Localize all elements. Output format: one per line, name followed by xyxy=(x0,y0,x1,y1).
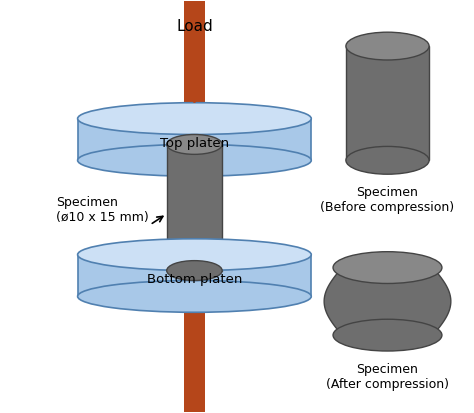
Ellipse shape xyxy=(167,135,222,154)
Text: Specimen
(ø10 x 15 mm): Specimen (ø10 x 15 mm) xyxy=(56,196,148,224)
Text: Top platen: Top platen xyxy=(160,137,229,150)
Text: Specimen
(Before compression): Specimen (Before compression) xyxy=(320,186,455,214)
Polygon shape xyxy=(78,255,311,297)
Polygon shape xyxy=(183,1,205,412)
Text: Bottom platen: Bottom platen xyxy=(147,273,242,286)
Ellipse shape xyxy=(333,252,442,283)
Ellipse shape xyxy=(78,145,311,176)
Polygon shape xyxy=(78,119,311,160)
Ellipse shape xyxy=(346,32,429,60)
Ellipse shape xyxy=(346,146,429,174)
Polygon shape xyxy=(324,268,451,335)
Polygon shape xyxy=(167,145,222,271)
Ellipse shape xyxy=(78,103,311,135)
Ellipse shape xyxy=(78,280,311,312)
Polygon shape xyxy=(346,46,429,160)
Ellipse shape xyxy=(78,239,311,271)
Ellipse shape xyxy=(167,261,222,280)
Ellipse shape xyxy=(333,319,442,351)
Text: Load: Load xyxy=(176,19,213,34)
Text: Specimen
(After compression): Specimen (After compression) xyxy=(326,363,449,391)
